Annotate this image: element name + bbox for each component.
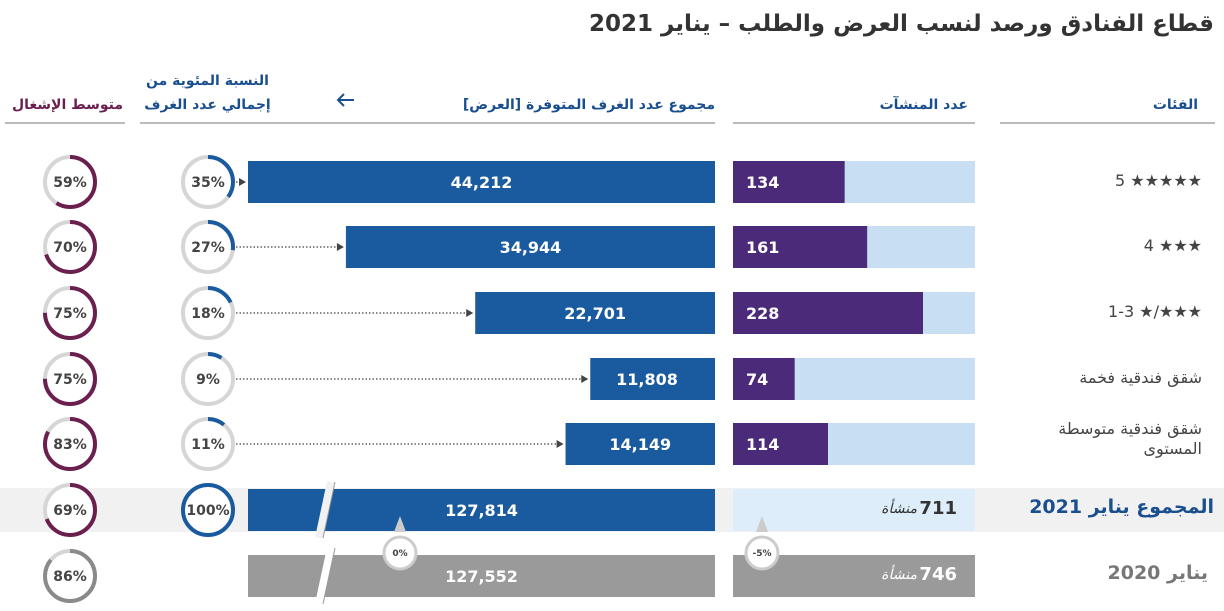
share-ring: [181, 417, 235, 471]
connector-head: [556, 440, 564, 448]
rooms-label: 11,808: [616, 370, 678, 389]
share-ring: [181, 483, 235, 537]
establishments-label: 114: [746, 435, 779, 454]
establishments-total-box: [733, 489, 975, 531]
occupancy-ring-label: 86%: [53, 569, 87, 585]
change-label: 0%: [392, 549, 407, 559]
column-header: مجموع عدد الغرف المتوفرة [العرض]: [462, 97, 715, 113]
rooms-bar: [475, 292, 715, 334]
bar-break: [322, 481, 336, 539]
previous-label: يناير 2020: [1107, 562, 1208, 584]
share-ring-label: 11%: [191, 437, 225, 453]
share-ring: [181, 352, 235, 406]
share-ring-label: 9%: [196, 372, 220, 388]
category-label: 5 ★★★★★: [1115, 171, 1202, 190]
bar-break: [315, 481, 335, 539]
occupancy-ring: [43, 220, 97, 274]
connector-head: [466, 309, 474, 317]
rooms-bar: [345, 226, 715, 268]
establishments-label: 74: [746, 370, 768, 389]
rooms-label: 34,944: [500, 238, 562, 257]
category-label: 1-3 ★/★★★: [1108, 302, 1202, 321]
connector-head: [581, 375, 589, 383]
rooms-bar: [590, 358, 715, 400]
bar-break: [322, 547, 336, 605]
rooms-bar: [565, 423, 715, 465]
rooms-bar: [248, 161, 715, 203]
share-ring-label: 27%: [191, 240, 225, 256]
occupancy-ring-label: 69%: [53, 503, 87, 519]
change-label: -5%: [752, 549, 771, 559]
bar-break: [315, 547, 335, 605]
establishments-unit: منشأة: [881, 501, 917, 517]
column-header: متوسط الإشغال: [11, 97, 124, 113]
share-ring-label: 35%: [191, 175, 225, 191]
establishments-bar: [733, 423, 828, 465]
rooms-label: 127,552: [445, 567, 518, 586]
change-badge: [382, 535, 418, 571]
establishments-label: 228: [746, 304, 779, 323]
establishments-unit: منشأة: [881, 567, 917, 583]
establishments-label: 161: [746, 238, 779, 257]
share-ring-label: 100%: [186, 503, 229, 519]
occupancy-ring-label: 75%: [53, 372, 87, 388]
establishments-bar: [733, 358, 795, 400]
change-pointer: [756, 516, 768, 532]
change-pointer: [394, 516, 406, 532]
rooms-label: 44,212: [451, 173, 513, 192]
category-label: 4 ★★★: [1143, 236, 1202, 255]
share-ring: [181, 220, 235, 274]
rooms-label: 127,814: [445, 501, 518, 520]
occupancy-ring: [43, 417, 97, 471]
occupancy-ring-label: 59%: [53, 175, 87, 191]
share-ring: [181, 155, 235, 209]
occupancy-ring: [43, 155, 97, 209]
establishments-bar: [733, 292, 923, 334]
total-label: المجموع يناير 2021: [1029, 496, 1214, 518]
rooms-label: 22,701: [564, 304, 626, 323]
category-label: شقق فندقية متوسطة المستوى: [1058, 419, 1202, 458]
establishments-previous: 746: [919, 564, 957, 585]
share-ring: [181, 286, 235, 340]
occupancy-ring-label: 70%: [53, 240, 87, 256]
establishments-bar: [733, 226, 868, 268]
category-label: شقق فندقية فخمة: [1079, 368, 1202, 387]
occupancy-ring-label: 75%: [53, 306, 87, 322]
occupancy-ring: [43, 549, 97, 603]
share-ring-label: 18%: [191, 306, 225, 322]
header-arrow: [336, 93, 354, 107]
change-badge: [744, 535, 780, 571]
column-header: النسبة المئوية من إجمالي عدد الغرف: [144, 73, 271, 113]
column-header: عدد المنشآت: [879, 97, 968, 113]
establishments-total: 711: [919, 498, 957, 519]
occupancy-ring: [43, 286, 97, 340]
occupancy-ring: [43, 483, 97, 537]
title: قطاع الفنادق ورصد لنسب العرض والطلب – ين…: [589, 11, 1214, 37]
connector-head: [239, 178, 246, 186]
column-header: الفئات: [1152, 97, 1198, 113]
establishments-bar: [733, 161, 845, 203]
occupancy-ring-label: 83%: [53, 437, 87, 453]
connector-head: [336, 243, 344, 251]
occupancy-ring: [43, 352, 97, 406]
rooms-label: 14,149: [609, 435, 671, 454]
establishments-label: 134: [746, 173, 779, 192]
